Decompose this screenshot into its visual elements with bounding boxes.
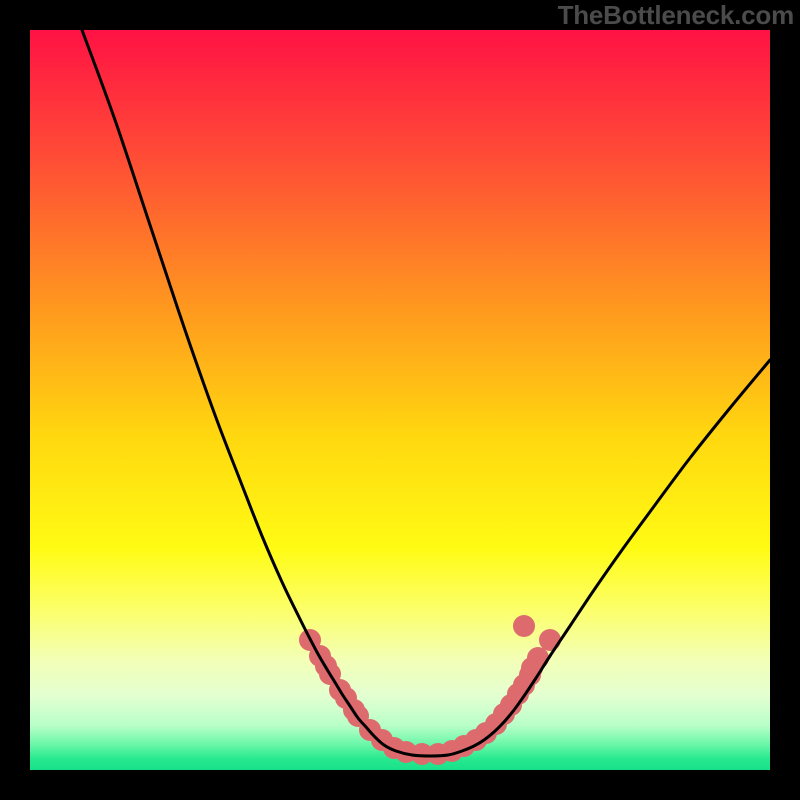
- marker-dot: [539, 629, 561, 651]
- plot-area: [30, 30, 770, 770]
- chart-frame: TheBottleneck.com: [0, 0, 800, 800]
- gradient-background: [30, 30, 770, 770]
- marker-dot: [513, 615, 535, 637]
- marker-dot: [527, 647, 549, 669]
- plot-svg: [30, 30, 770, 770]
- watermark-text: TheBottleneck.com: [558, 0, 794, 31]
